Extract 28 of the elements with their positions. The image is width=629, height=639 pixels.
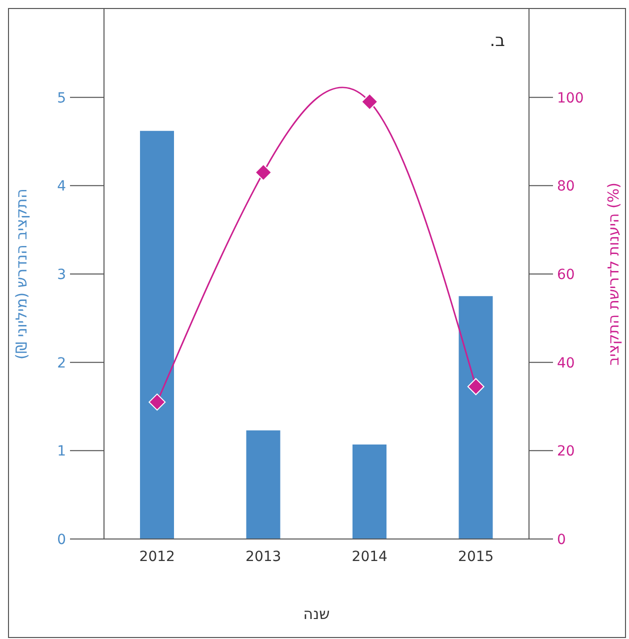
y-tick-label: 3 (57, 266, 66, 283)
point (467, 378, 484, 396)
y2-tick-label: 20 (557, 444, 575, 460)
y-tick-label: 5 (57, 90, 66, 106)
point (361, 93, 378, 110)
y2-tick-label: 40 (557, 355, 575, 372)
y2-tick-label: 0 (557, 532, 566, 548)
x-tick-label: 2014 (352, 548, 388, 565)
y2-tick-label: 80 (557, 178, 575, 195)
y-tick-label: 1 (57, 444, 66, 460)
point (148, 394, 166, 411)
bar (246, 430, 280, 539)
y-axis-title: התקציב הנדרש (מיליוני ₪) (12, 188, 30, 360)
y2-tick-label: 60 (557, 266, 575, 283)
bar (140, 130, 174, 539)
x-tick-label: 2013 (246, 548, 282, 565)
bar (458, 296, 493, 539)
point (254, 164, 272, 181)
x-tick-label: 2015 (458, 548, 494, 565)
x-axis-title: שנה (303, 605, 330, 623)
y2-tick-label: 100 (557, 90, 584, 106)
y2-axis-title: היענות לדרישת התקציב (%) (604, 182, 622, 366)
y-tick-label: 0 (57, 532, 66, 548)
bar (352, 444, 386, 539)
text: ב. (490, 31, 505, 51)
y-tick-label: 2 (57, 355, 66, 372)
y-tick-label: 4 (57, 178, 66, 195)
x-tick-label: 2012 (139, 548, 175, 565)
